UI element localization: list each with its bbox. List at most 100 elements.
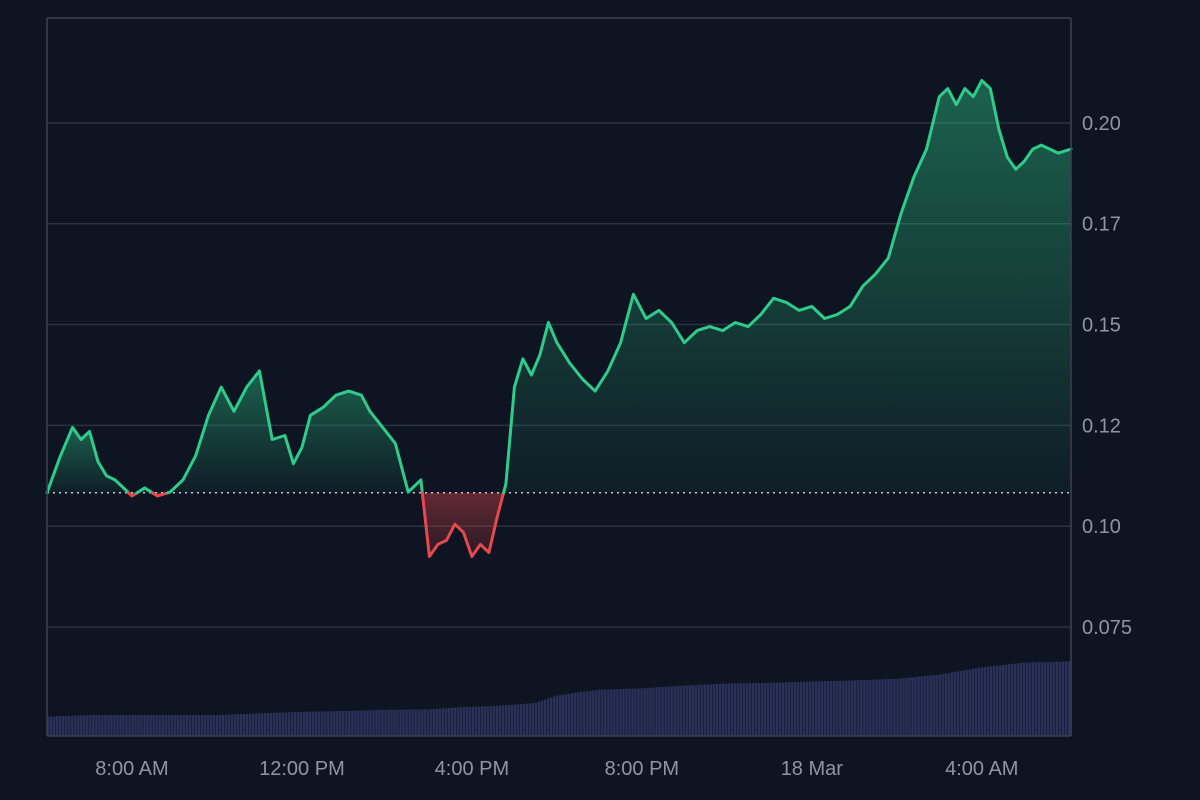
volume-bar xyxy=(914,676,917,736)
volume-bar xyxy=(233,714,237,736)
volume-bar xyxy=(911,677,914,736)
volume-bar xyxy=(775,682,779,736)
line-segment-up xyxy=(166,369,424,495)
volume-bar xyxy=(387,709,390,736)
volume-bar xyxy=(790,682,794,736)
volume-bar xyxy=(468,706,472,736)
volume-bar xyxy=(739,683,743,736)
volume-bar xyxy=(107,715,110,736)
volume-bar xyxy=(751,683,755,736)
volume-bar xyxy=(935,674,938,736)
volume-bar xyxy=(164,715,167,736)
volume-bar xyxy=(706,684,709,736)
volume-bar xyxy=(212,715,216,736)
volume-bar xyxy=(296,711,300,736)
volume-bar xyxy=(266,713,270,736)
volume-bar xyxy=(959,670,962,736)
volume-bar xyxy=(230,714,234,736)
volume-bar xyxy=(1004,664,1008,736)
volume-bar xyxy=(176,715,179,736)
x-tick-label: 8:00 AM xyxy=(95,758,168,780)
volume-bar xyxy=(420,709,423,736)
volume-bar xyxy=(197,715,200,736)
volume-bar xyxy=(784,682,788,736)
y-tick-label: 0.17 xyxy=(1082,214,1121,236)
volume-bar xyxy=(932,675,935,736)
volume-bar xyxy=(869,679,872,736)
volume-bar xyxy=(670,686,673,736)
volume-bar xyxy=(269,712,273,736)
volume-bar xyxy=(634,688,637,736)
volume-bar xyxy=(272,712,276,736)
volume-bar xyxy=(531,703,535,736)
volume-bar xyxy=(842,680,845,736)
volume-bar xyxy=(848,680,851,736)
x-tick-label: 8:00 PM xyxy=(605,758,679,780)
volume-bar xyxy=(830,680,833,736)
volume-bar xyxy=(224,714,228,736)
volume-bar xyxy=(381,709,384,736)
volume-bar xyxy=(562,694,565,736)
volume-bar xyxy=(369,710,372,736)
volume-bar xyxy=(188,715,191,736)
volume-bar xyxy=(718,683,722,736)
volume-bar xyxy=(745,683,749,736)
volume-bar xyxy=(462,706,466,736)
volume-bar xyxy=(146,715,149,736)
line-segment-up xyxy=(135,486,154,495)
volume-bar xyxy=(513,704,517,736)
volume-bar xyxy=(333,711,336,736)
volume-bar xyxy=(170,715,173,736)
x-tick-label: 18 Mar xyxy=(781,758,844,780)
line-segment-up xyxy=(45,425,131,495)
volume-bar xyxy=(191,715,194,736)
volume-bar xyxy=(315,711,318,736)
y-tick-label: 0.10 xyxy=(1082,516,1121,538)
volume-bar xyxy=(68,715,71,736)
volume-bar xyxy=(833,680,836,736)
volume-bar xyxy=(685,685,688,736)
volume-bar xyxy=(727,683,731,736)
volume-bar xyxy=(655,687,658,736)
volume-bar xyxy=(1046,661,1050,736)
volume-bar xyxy=(926,675,929,736)
y-tick-label: 0.12 xyxy=(1082,415,1121,437)
volume-bar xyxy=(351,710,354,736)
volume-bar xyxy=(519,704,523,736)
volume-bar xyxy=(227,714,231,736)
volume-bar xyxy=(306,711,309,736)
volume-bar xyxy=(435,708,438,736)
volume-bar xyxy=(598,689,601,736)
area-fill-up xyxy=(503,80,1072,493)
volume-bar xyxy=(83,715,86,736)
volume-bar xyxy=(929,675,932,736)
volume-bar xyxy=(610,689,613,736)
volume-bar xyxy=(489,706,493,736)
volume-bar xyxy=(152,715,155,736)
volume-bar xyxy=(676,686,679,736)
volume-bar xyxy=(495,705,499,736)
volume-bar xyxy=(540,700,544,736)
volume-bar xyxy=(796,681,800,736)
volume-bar xyxy=(589,690,592,736)
volume-bar xyxy=(293,712,297,736)
volume-bar xyxy=(299,711,303,736)
volume-bar xyxy=(965,669,968,736)
area-fill-up xyxy=(47,427,129,493)
volume-bar xyxy=(330,711,333,736)
volume-bar xyxy=(1019,662,1023,736)
volume-bar xyxy=(167,715,170,736)
volume-bar xyxy=(354,710,357,736)
volume-bar xyxy=(1058,661,1062,736)
volume-bar xyxy=(309,711,312,736)
volume-bar xyxy=(905,677,908,736)
volume-bar xyxy=(366,710,369,736)
y-tick-label: 0.075 xyxy=(1082,617,1132,639)
volume-bar xyxy=(390,709,393,736)
volume-bar xyxy=(537,701,541,736)
volume-bar xyxy=(760,682,764,736)
volume-bar xyxy=(682,685,685,736)
volume-bar xyxy=(1007,664,1011,736)
volume-bar xyxy=(384,709,387,736)
